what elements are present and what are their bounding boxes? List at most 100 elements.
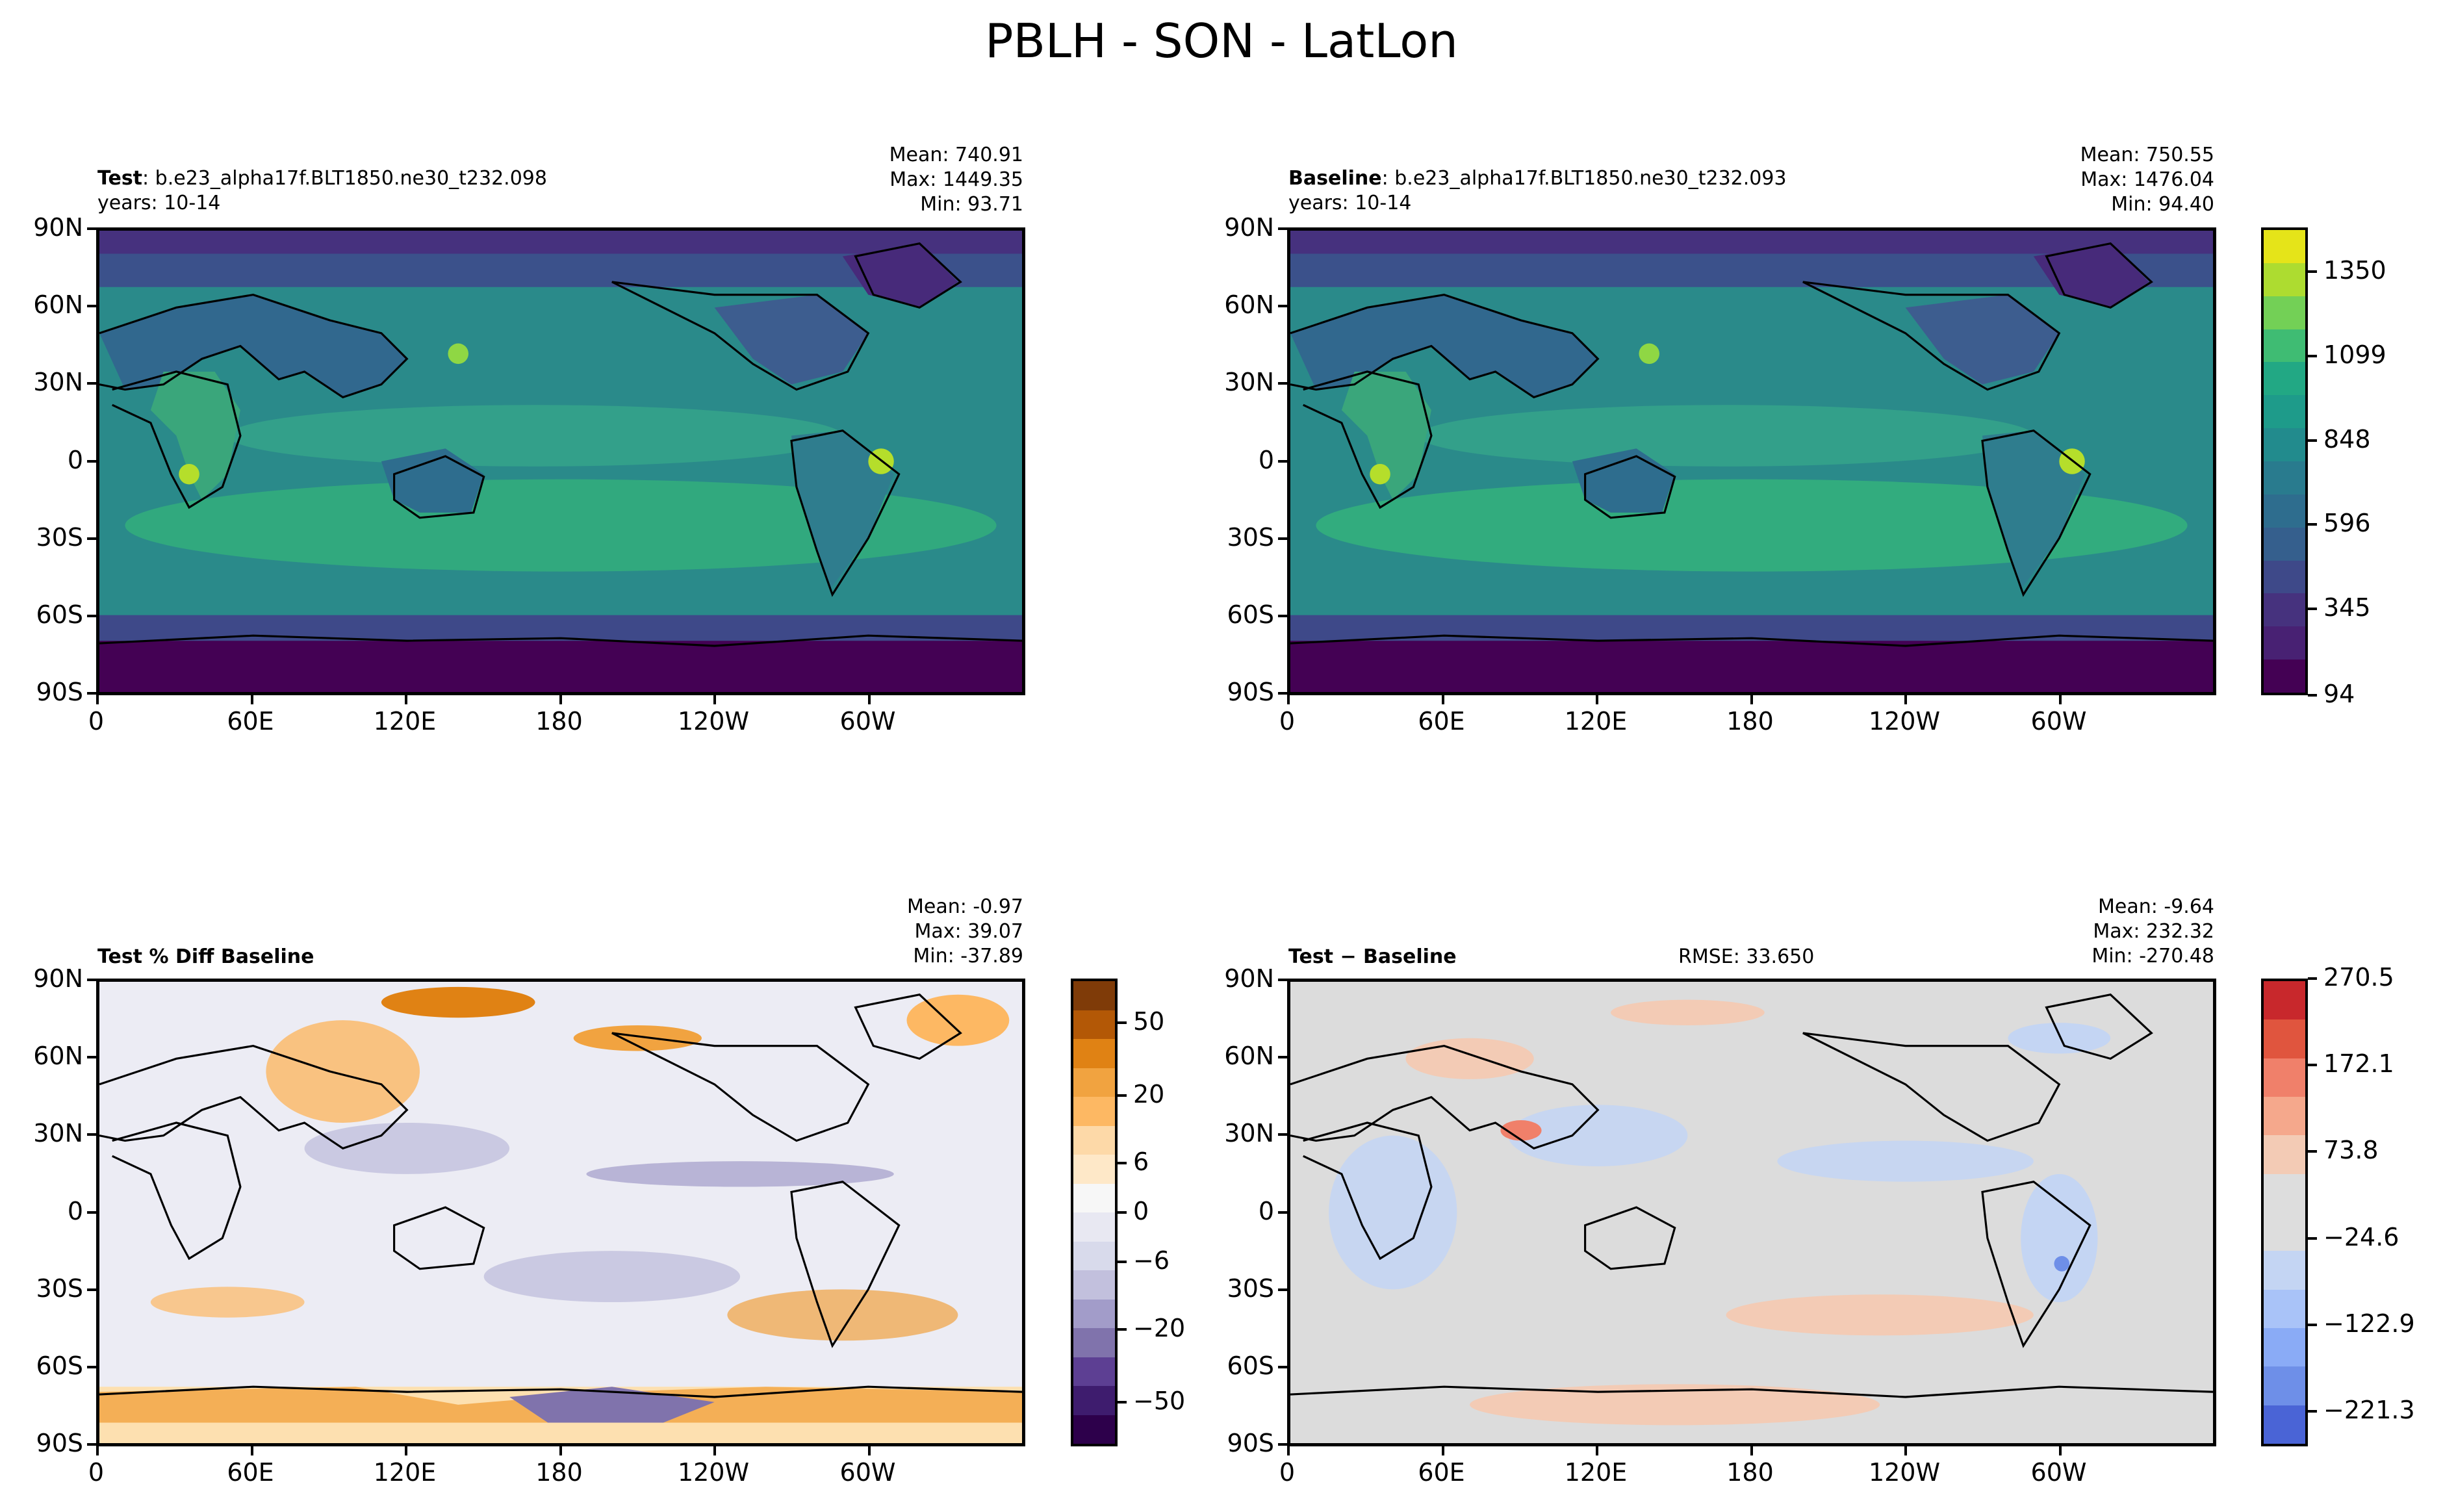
lon-tick-mark [1287,1446,1290,1455]
colorbar-segment [1073,1270,1115,1300]
diff-stats: Mean: -9.64 Max: 232.32 Min: -270.48 [2055,895,2214,969]
lat-tick-mark [87,1211,96,1214]
lat-tick-label: 90N [33,964,83,993]
colorbar-segment [2264,329,2305,363]
colorbar-tick-mark [2308,1323,2317,1326]
lon-tick-label: 120W [677,707,750,736]
colorbar-tick-mark [1118,1260,1127,1263]
colorbar-tick-label: 73.8 [2323,1136,2379,1165]
colorbar-segment [1073,1299,1115,1328]
lon-tick-mark [867,1446,871,1455]
lat-tick-label: 30N [1224,1119,1274,1148]
pctdiff-label: Test % Diff Baseline [97,945,314,968]
lat-tick-mark [87,1056,96,1059]
lat-tick-label: 30N [33,368,83,397]
baseline-years: years: 10-14 [1288,192,1412,214]
lat-tick-mark [1278,382,1287,385]
lon-tick-mark [405,1446,407,1455]
lat-tick-label: 90N [1224,213,1274,242]
lon-tick-label: 180 [535,1458,583,1487]
lon-tick-mark [1904,1446,1907,1455]
colorbar-tick-label: −50 [1133,1386,1186,1415]
lat-tick-mark [87,692,96,695]
lat-tick-label: 0 [67,1196,83,1225]
lat-tick-mark [87,537,96,540]
colorbar-tick-label: 1350 [2323,256,2386,285]
pctdiff-max: Max: 39.07 [914,920,1023,943]
lon-tick-mark [713,1446,716,1455]
test-case: : b.e23_alpha17f.BLT1850.ne30_t232.098 [142,167,547,190]
lat-tick-label: 90N [33,213,83,242]
pctdiff-stats: Mean: -0.97 Max: 39.07 Min: -37.89 [864,895,1023,969]
test-header: Test: b.e23_alpha17f.BLT1850.ne30_t232.0… [97,166,547,216]
lat-tick-mark [87,227,96,230]
pctdiff-min: Min: -37.89 [913,945,1023,967]
lat-tick-mark [1278,614,1287,617]
lon-tick-mark [713,695,716,704]
lon-tick-label: 60E [227,1458,274,1487]
lon-tick-label: 0 [1279,1458,1296,1487]
pctdiff-colorbar [1071,979,1118,1446]
lon-tick-label: 120E [1564,707,1628,736]
colorbar-segment [2264,1135,2305,1174]
lat-tick-label: 60S [36,1351,83,1380]
test-mean: Mean: 740.91 [889,144,1023,166]
lat-tick-mark [87,1365,96,1368]
lon-tick-mark [1441,1446,1444,1455]
test-max: Max: 1449.35 [889,168,1023,191]
colorbar-tick-mark [2308,523,2317,526]
lon-tick-label: 120E [373,707,437,736]
lat-tick-label: 90S [1227,678,1274,706]
lat-tick-mark [87,305,96,308]
colorbar-tick-mark [2308,355,2317,357]
diff-label: Test − Baseline [1288,945,1457,968]
colorbar-segment [1073,1183,1115,1212]
colorbar-segment [2264,362,2305,396]
lat-tick-mark [1278,1365,1287,1368]
colorbar-segment [2264,296,2305,329]
lon-tick-label: 60W [2030,1458,2087,1487]
lon-tick-mark [2058,695,2062,704]
lon-tick-label: 0 [1279,707,1296,736]
lat-tick-mark [87,979,96,981]
lon-tick-label: 0 [88,1458,105,1487]
colorbar-segment [1073,1068,1115,1097]
lon-tick-mark [559,1446,562,1455]
lon-tick-mark [2058,1446,2062,1455]
colorbar-segment [1073,1328,1115,1357]
lon-tick-label: 120E [373,1458,437,1487]
baseline-stats: Mean: 750.55 Max: 1476.04 Min: 94.40 [2055,143,2214,217]
lat-tick-label: 60N [33,290,83,320]
lon-tick-label: 180 [1726,707,1774,736]
lat-tick-label: 30N [33,1119,83,1148]
colorbar-segment [1073,1415,1115,1444]
diff-mean: Mean: -9.64 [2097,895,2214,918]
colorbar-segment [2264,395,2305,429]
lat-tick-label: 90S [1227,1429,1274,1457]
colorbar-segment [2264,593,2305,627]
lon-tick-label: 180 [535,707,583,736]
colorbar-tick-mark [2308,694,2317,697]
lat-tick-label: 0 [67,445,83,474]
lon-tick-label: 60W [2030,707,2087,736]
test-label: Test [97,167,143,190]
diff-min: Min: -270.48 [2091,945,2214,967]
colorbar-segment [1073,1097,1115,1126]
lat-tick-mark [1278,1056,1287,1059]
lon-tick-label: 60W [839,1458,896,1487]
colorbar-segment [2264,1173,2305,1212]
lat-tick-label: 30N [1224,368,1274,397]
colorbar-segment [2264,1366,2305,1405]
lat-tick-label: 0 [1258,445,1274,474]
lat-tick-mark [1278,979,1287,981]
pctdiff-mean: Mean: -0.97 [906,895,1023,918]
lat-tick-mark [87,1133,96,1136]
lat-tick-mark [1278,537,1287,540]
colorbar-segment [1073,1386,1115,1415]
lon-tick-label: 60E [227,707,274,736]
lat-tick-label: 30S [36,522,83,552]
colorbar-tick-label: 270.5 [2323,963,2394,992]
lon-tick-mark [1596,695,1598,704]
colorbar-segment [2264,230,2305,263]
lon-tick-label: 60E [1418,1458,1465,1487]
